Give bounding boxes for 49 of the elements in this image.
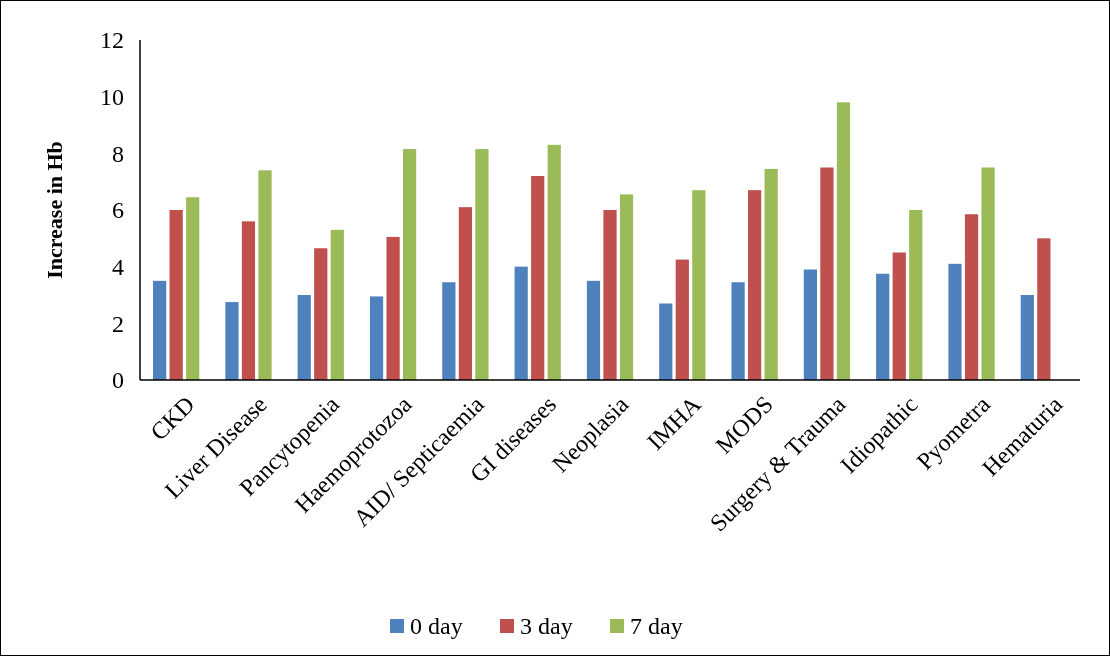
y-tick-label: 2	[112, 310, 124, 337]
bar	[458, 207, 472, 380]
bar	[981, 167, 995, 380]
y-tick-label: 10	[100, 84, 124, 111]
bar	[692, 190, 706, 380]
bar	[547, 144, 561, 380]
y-tick-label: 6	[112, 197, 124, 224]
bar	[297, 295, 311, 380]
bar	[186, 197, 200, 380]
y-axis-title: Increase in Hb	[42, 141, 67, 279]
bar	[1037, 238, 1051, 380]
bar	[876, 273, 890, 380]
bar	[948, 263, 962, 380]
bar	[369, 296, 384, 380]
bar	[386, 236, 400, 380]
legend-label: 0 day	[410, 613, 463, 640]
bar	[836, 102, 851, 380]
bar	[820, 167, 834, 380]
bar	[909, 210, 923, 380]
bar	[748, 190, 762, 380]
y-tick-label: 12	[100, 27, 124, 54]
y-tick-label: 8	[112, 140, 124, 167]
bar	[659, 303, 673, 380]
bar	[241, 221, 256, 380]
bar	[764, 168, 778, 380]
bar	[731, 282, 745, 380]
legend-label: 3 day	[520, 613, 573, 640]
bar	[442, 282, 456, 380]
bar	[803, 269, 818, 380]
bar	[586, 280, 601, 380]
y-tick-label: 4	[112, 254, 124, 281]
bar	[892, 252, 906, 380]
bar	[1020, 295, 1034, 380]
bar	[258, 170, 272, 380]
bar	[330, 229, 344, 380]
bar	[603, 210, 617, 380]
bar	[514, 266, 528, 380]
bar	[964, 214, 979, 380]
bar	[314, 248, 328, 380]
bar	[402, 149, 417, 380]
bar	[675, 259, 689, 380]
bar	[531, 176, 545, 380]
bar	[619, 194, 634, 380]
bar	[169, 210, 183, 380]
bar	[475, 149, 489, 380]
bar	[153, 280, 167, 380]
y-tick-label: 0	[112, 367, 124, 394]
bar	[225, 302, 239, 380]
legend-label: 7 day	[630, 613, 683, 640]
